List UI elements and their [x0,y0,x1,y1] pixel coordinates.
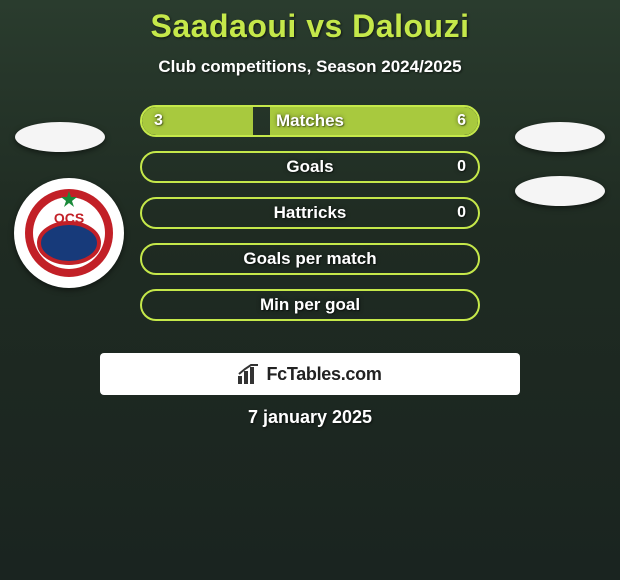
site-logo-text: FcTables.com [266,364,381,385]
stat-bar: Goals 0 [140,151,480,183]
stat-bar: Goals per match [140,243,480,275]
player-left-avatar [15,122,105,152]
date-label: 7 january 2025 [248,407,372,428]
page-title: Saadaoui vs Dalouzi [151,8,470,45]
player-right-avatar-1 [515,122,605,152]
stat-value-right: 0 [457,158,466,176]
site-logo-box: FcTables.com [100,353,520,395]
stat-value-right: 0 [457,204,466,222]
subtitle: Club competitions, Season 2024/2025 [158,57,461,77]
club-badge: OCS [14,178,124,288]
stat-bar: Matches 3 6 [140,105,480,137]
stat-bar: Min per goal [140,289,480,321]
stat-value-right: 6 [457,112,466,130]
bar-chart-icon [238,364,260,384]
stat-label: Goals per match [243,249,376,269]
stat-label: Hattricks [274,203,347,223]
stat-label: Min per goal [260,295,360,315]
stat-bar: Hattricks 0 [140,197,480,229]
club-badge-icon: OCS [19,183,119,283]
stat-label: Matches [276,111,344,131]
player-right-avatar-2 [515,176,605,206]
stat-label: Goals [286,157,333,177]
stat-value-left: 3 [154,112,163,130]
svg-text:OCS: OCS [54,210,84,226]
